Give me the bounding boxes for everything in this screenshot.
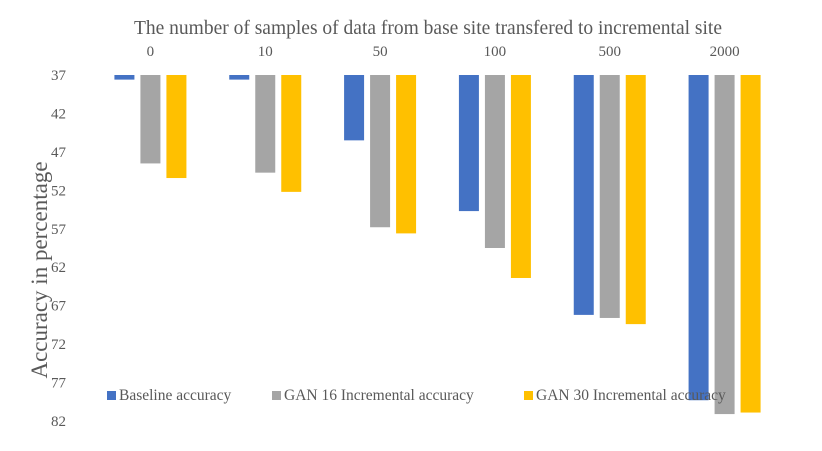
legend-swatch [272,391,281,400]
bar-baseline-accuracy-50 [344,75,365,141]
x-tick-label: 500 [599,44,622,60]
legend-swatch [107,391,116,400]
bar-gan-16-incremental-accuracy-500 [599,75,620,318]
y-tick-label: 52 [51,183,66,199]
x-tick-label: 0 [147,44,155,60]
x-tick-label: 10 [258,44,273,60]
y-tick-label: 37 [51,68,67,84]
bar-gan-16-incremental-accuracy-50 [370,75,391,228]
bars [114,75,761,415]
bar-gan-16-incremental-accuracy-100 [484,75,505,248]
bar-gan-30-incremental-accuracy-50 [396,75,417,234]
y-tick-label: 62 [51,260,66,276]
x-axis-title: The number of samples of data from base … [134,18,722,39]
legend-label: GAN 30 Incremental accuracy [536,387,726,404]
bar-baseline-accuracy-2000 [688,75,709,401]
bar-gan-16-incremental-accuracy-2000 [714,75,735,415]
bar-baseline-accuracy-500 [573,75,594,315]
x-tick-label: 2000 [710,44,740,60]
bar-baseline-accuracy-0 [114,75,135,80]
bar-gan-30-incremental-accuracy-2000 [740,75,761,413]
bar-gan-16-incremental-accuracy-0 [140,75,161,164]
bar-gan-30-incremental-accuracy-100 [510,75,531,278]
y-axis-title: Accuracy in percentage [27,161,52,378]
bar-gan-30-incremental-accuracy-0 [166,75,187,179]
bar-baseline-accuracy-10 [229,75,250,80]
bar-baseline-accuracy-100 [458,75,479,212]
legend: Baseline accuracy GAN 16 Incremental accu… [107,387,726,404]
legend-swatch [524,391,533,400]
bar-gan-30-incremental-accuracy-500 [625,75,646,325]
y-tick-label: 72 [51,337,66,353]
x-tick-label: 50 [373,44,388,60]
y-tick-label: 77 [51,376,67,392]
y-tick-label: 57 [51,222,67,238]
y-tick-label: 82 [51,414,66,430]
x-axis-ticks: 0 10 50 100 500 2000 [147,44,740,60]
bar-gan-16-incremental-accuracy-10 [255,75,276,173]
legend-label: GAN 16 Incremental accuracy [284,387,474,404]
y-tick-label: 47 [51,145,67,161]
y-tick-label: 67 [51,299,67,315]
y-tick-label: 42 [51,106,66,122]
bar-gan-30-incremental-accuracy-10 [281,75,302,192]
x-tick-label: 100 [484,44,507,60]
legend-label: Baseline accuracy [119,387,232,404]
y-axis-ticks: 37 42 47 52 57 62 67 72 77 82 [51,68,67,430]
